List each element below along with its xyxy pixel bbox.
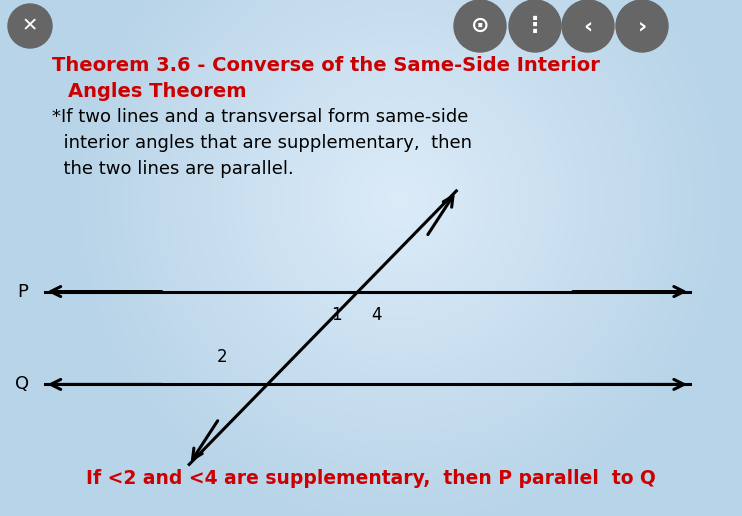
Text: ⋮: ⋮ [524,16,546,36]
Text: Angles Theorem: Angles Theorem [68,82,246,101]
Text: Q: Q [16,376,30,393]
Text: interior angles that are supplementary,  then: interior angles that are supplementary, … [52,134,472,152]
Circle shape [509,0,561,52]
Text: If <2 and <4 are supplementary,  then P parallel  to Q: If <2 and <4 are supplementary, then P p… [86,469,656,488]
Circle shape [562,0,614,52]
Circle shape [8,4,52,48]
Text: ›: › [637,16,646,36]
Text: 1: 1 [331,305,341,324]
Text: ✕: ✕ [22,17,38,36]
Text: *If two lines and a transversal form same-side: *If two lines and a transversal form sam… [52,108,468,126]
Text: ‹: ‹ [583,16,593,36]
Circle shape [454,0,506,52]
Circle shape [616,0,668,52]
Text: 4: 4 [371,305,381,324]
Text: P: P [17,283,28,300]
Text: ⊙: ⊙ [470,16,489,36]
Text: 2: 2 [217,348,228,366]
Text: Theorem 3.6 - Converse of the Same-Side Interior: Theorem 3.6 - Converse of the Same-Side … [52,56,600,75]
Text: the two lines are parallel.: the two lines are parallel. [52,160,294,178]
